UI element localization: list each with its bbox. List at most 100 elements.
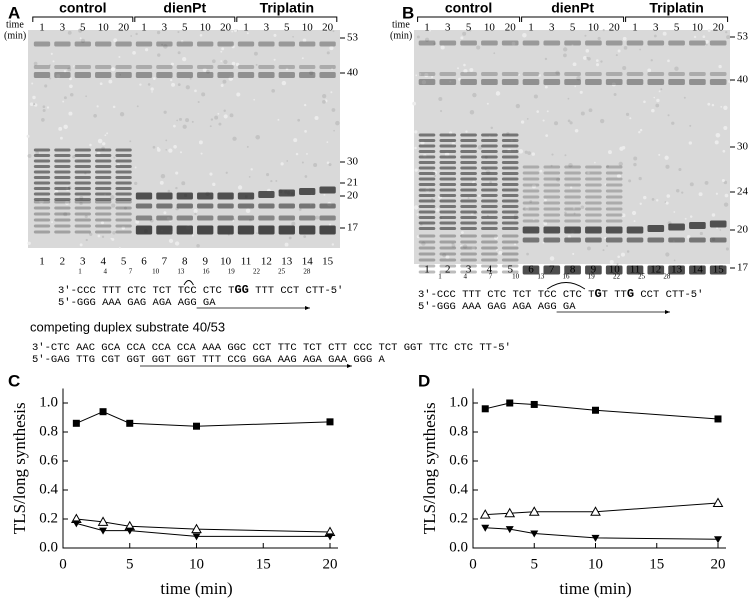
gel-band	[439, 79, 457, 85]
gel-band	[564, 72, 581, 76]
gel-band	[564, 195, 581, 199]
gel-band	[501, 210, 519, 214]
gel-band	[135, 72, 153, 78]
gel-noise	[72, 155, 76, 159]
group-bracket	[32, 16, 134, 22]
gel-noise	[52, 60, 55, 63]
gel-band	[439, 227, 457, 230]
gel-band	[689, 265, 706, 275]
gel-band	[95, 187, 112, 190]
gel-noise	[722, 149, 726, 153]
gel-band	[460, 252, 477, 256]
gel-band	[460, 240, 477, 244]
gel-noise	[288, 236, 292, 240]
lane-number: 2	[60, 256, 66, 268]
gel-band	[95, 176, 112, 179]
gel-noise	[585, 49, 590, 53]
gel-noise	[326, 161, 330, 165]
gel-band	[74, 198, 91, 201]
gel-band	[522, 201, 540, 205]
gel-noise	[166, 216, 170, 220]
gel-noise	[68, 77, 72, 81]
gel-noise	[266, 173, 270, 177]
gel-noise	[533, 94, 538, 99]
gel-noise	[63, 96, 67, 100]
gel-noise	[167, 189, 171, 193]
gel-noise	[159, 180, 164, 185]
gel-noise	[579, 90, 583, 94]
gel-noise	[594, 161, 596, 164]
gel-noise	[574, 129, 579, 133]
gel-band	[522, 79, 540, 85]
gel-noise	[629, 117, 632, 120]
panel-letter: A	[8, 3, 20, 22]
gel-noise	[236, 92, 241, 97]
gel-noise	[175, 171, 179, 175]
gel-noise	[139, 83, 142, 86]
gel-noise	[314, 115, 319, 121]
gel-noise	[329, 46, 334, 51]
gel-noise	[85, 238, 88, 242]
marker-triangle-down	[481, 524, 490, 532]
gel-band	[439, 139, 457, 142]
gel-noise	[621, 146, 626, 150]
gel-band	[543, 177, 561, 181]
gel-band	[156, 65, 173, 69]
gel-band	[460, 264, 477, 268]
gel-band	[115, 65, 132, 69]
gel-band	[439, 194, 457, 197]
crosslink-arc	[183, 280, 194, 286]
gel-band	[156, 72, 173, 78]
gel-noise	[572, 252, 575, 255]
gel-noise	[517, 73, 520, 76]
gel-noise	[161, 43, 164, 46]
sequence-position: 10	[152, 268, 160, 276]
gel-noise	[177, 30, 180, 34]
gel-band	[33, 224, 51, 228]
gel-noise	[711, 103, 715, 107]
gel-noise	[580, 205, 585, 210]
gel-band	[54, 159, 71, 163]
gel-band	[585, 40, 602, 46]
gel-band	[439, 72, 457, 76]
gel-noise	[711, 213, 716, 217]
gel-band	[74, 200, 91, 204]
gel-noise	[220, 50, 223, 53]
gel-band	[564, 165, 581, 169]
marker-triangle	[528, 506, 540, 516]
gel-noise	[626, 250, 630, 253]
gel-band	[709, 265, 727, 275]
series-line	[485, 527, 719, 540]
gel-band	[585, 177, 602, 181]
time-label: 3	[264, 22, 270, 34]
gel-noise	[214, 115, 219, 120]
gel-band	[33, 65, 51, 69]
marker-triangle-down	[505, 526, 514, 534]
gel-noise	[653, 96, 656, 99]
gel-band	[278, 203, 295, 209]
gel-band	[176, 65, 193, 69]
gel-band	[668, 79, 685, 85]
gel-band	[605, 183, 623, 187]
gel-noise	[231, 45, 235, 49]
gel-noise	[639, 128, 643, 132]
lane-number: 1	[39, 256, 45, 268]
gel-noise	[689, 215, 693, 218]
gel-noise	[704, 180, 709, 185]
gel-noise	[431, 75, 434, 78]
time-label: 10	[302, 22, 314, 34]
gel-noise	[73, 65, 76, 68]
gel-band	[585, 207, 602, 211]
time-label: 1	[632, 22, 638, 34]
gel-band	[668, 72, 685, 76]
gel-band	[54, 187, 71, 190]
gel-band	[299, 225, 316, 235]
marker-triangle-down	[72, 520, 81, 528]
gel-noise	[494, 235, 499, 240]
gel-band	[418, 144, 436, 148]
gel-band	[605, 40, 623, 46]
gel-band	[543, 171, 561, 175]
marker-square	[481, 405, 489, 413]
gel-band	[439, 270, 457, 274]
gel-band	[481, 133, 498, 137]
